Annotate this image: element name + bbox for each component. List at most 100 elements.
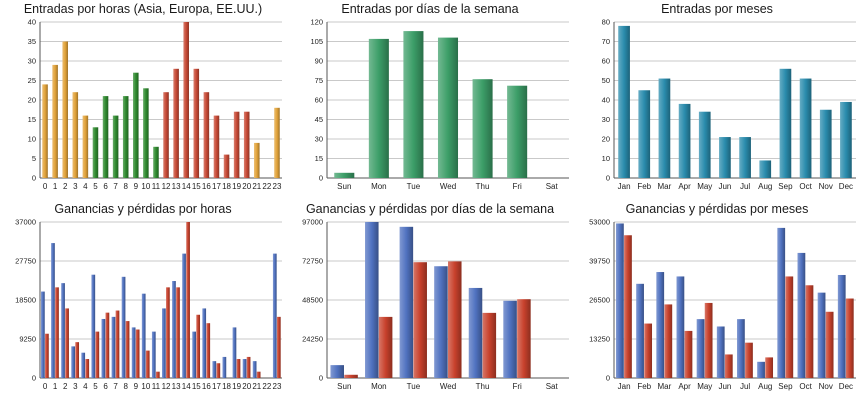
x-tick-label: 23 [273, 382, 282, 391]
y-tick-label: 80 [602, 18, 610, 27]
bar [777, 227, 786, 378]
x-tick-label: Tue [407, 182, 421, 191]
y-tick-label: 27750 [15, 257, 36, 266]
x-tick-label: 5 [93, 382, 98, 391]
bar [71, 346, 75, 378]
x-tick-label: Mon [371, 182, 387, 191]
chart-svg: 0 13250 26500 39750 53000 Jan Feb Mar Apr May Jun J… [589, 218, 856, 391]
bar [724, 354, 733, 378]
x-tick-label: 7 [113, 182, 118, 191]
x-tick-label: 4 [83, 382, 88, 391]
y-tick-label: 75 [315, 76, 323, 85]
bar [799, 78, 812, 178]
x-tick-label: 9 [134, 182, 139, 191]
bar [186, 222, 190, 378]
bar [145, 350, 150, 378]
x-tick-label: 11 [152, 182, 161, 191]
bar [111, 316, 116, 378]
x-tick-label: 22 [262, 382, 271, 391]
x-tick-label: 17 [212, 182, 221, 191]
x-tick-label: 13 [172, 182, 181, 191]
x-tick-label: Oct [799, 182, 812, 191]
x-tick-label: Thu [476, 382, 490, 391]
y-tick-label: 9250 [19, 335, 36, 344]
x-tick-label: 21 [252, 182, 261, 191]
x-tick-label: 16 [202, 182, 211, 191]
y-tick-label: 35 [28, 37, 36, 46]
bar [193, 68, 200, 178]
bar [65, 308, 69, 378]
bar [112, 115, 119, 178]
x-tick-label: 19 [232, 382, 241, 391]
bar [252, 361, 257, 378]
chart-title: Entradas por horas (Asia, Europa, EE.UU.… [23, 2, 263, 16]
bar [624, 235, 632, 378]
y-tick-label: 120 [310, 18, 323, 27]
bar [837, 274, 846, 378]
bar [52, 64, 58, 178]
bar [616, 223, 624, 378]
x-tick-label: 19 [232, 182, 241, 191]
x-tick-label: Sat [546, 182, 559, 191]
x-tick-label: 10 [141, 382, 150, 391]
bar [636, 283, 644, 378]
chart-svg: 0 24250 48500 72750 97000 Sun Mon Tue Wed Thu Fri S… [302, 218, 569, 391]
x-tick-label: Feb [637, 182, 651, 191]
y-tick-label: 0 [32, 374, 36, 383]
bar [618, 25, 630, 179]
bar [153, 146, 159, 178]
bar [236, 359, 241, 378]
x-tick-label: 14 [182, 382, 191, 391]
bar [41, 291, 45, 378]
y-tick-label: 10 [28, 135, 36, 144]
bar [92, 127, 99, 178]
x-tick-label: 11 [152, 382, 161, 391]
bar [482, 312, 497, 378]
x-tick-label: 16 [202, 382, 211, 391]
bar [131, 327, 136, 378]
x-tick-label: 3 [73, 182, 78, 191]
bar [105, 312, 110, 378]
bar [242, 359, 247, 378]
bar [45, 333, 49, 378]
bar [246, 356, 251, 378]
y-tick-label: 0 [606, 374, 610, 383]
chart-panel-month-entries: Entradas por meses 0 10 20 30 40 50 60 70 80 Jan F… [574, 0, 860, 200]
x-tick-label: Wed [440, 182, 456, 191]
bar [658, 78, 671, 178]
bar [61, 283, 65, 378]
chart-panel-hours-entries: Entradas por horas (Asia, Europa, EE.UU.… [0, 0, 286, 200]
y-tick-label: 5 [32, 154, 36, 163]
x-tick-label: Aug [758, 182, 772, 191]
bar [472, 79, 493, 178]
bar [676, 276, 685, 378]
x-tick-label: 9 [134, 382, 139, 391]
bar [716, 326, 725, 378]
bar [101, 318, 106, 378]
bar [739, 137, 751, 178]
x-tick-label: May [697, 382, 712, 391]
bar [196, 314, 201, 378]
bar [678, 103, 691, 178]
y-tick-label: 26500 [589, 296, 610, 305]
bar [399, 226, 414, 378]
bar [72, 92, 79, 178]
bar [825, 311, 834, 378]
x-tick-label: May [697, 182, 712, 191]
x-tick-label: Sep [778, 382, 793, 391]
x-tick-label: 4 [83, 182, 88, 191]
y-tick-label: 39750 [589, 257, 610, 266]
x-tick-label: Oct [799, 382, 812, 391]
bar [274, 107, 280, 178]
x-tick-label: 8 [123, 382, 128, 391]
x-tick-label: 7 [113, 382, 118, 391]
y-tick-label: 70 [602, 37, 610, 46]
bar [434, 266, 448, 378]
bar [233, 111, 240, 178]
x-tick-label: Nov [819, 182, 833, 191]
bar [840, 101, 852, 178]
bar [232, 327, 237, 378]
bar [121, 276, 126, 378]
y-tick-label: 0 [319, 174, 323, 183]
